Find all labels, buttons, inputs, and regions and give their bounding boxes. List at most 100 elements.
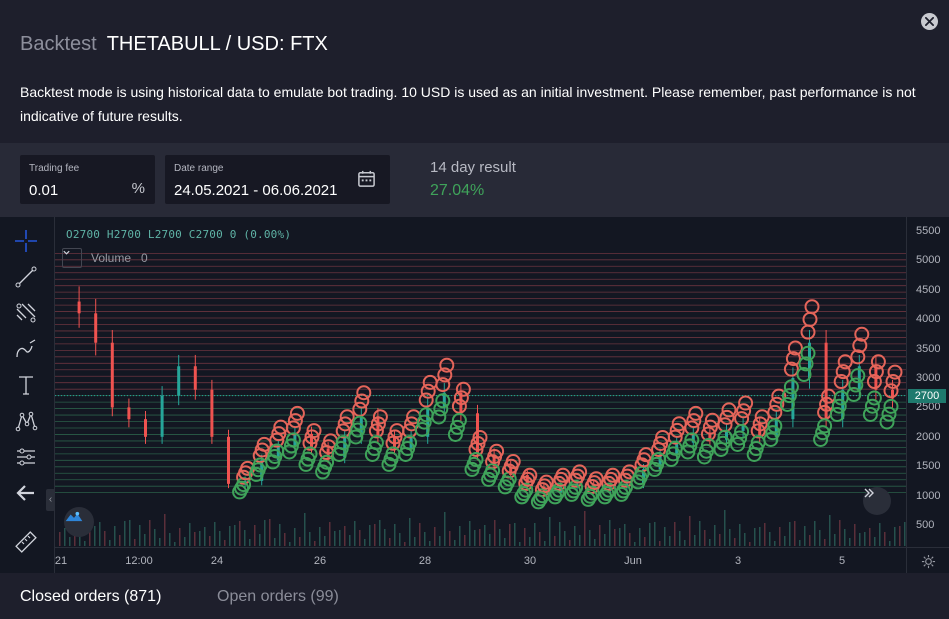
- date-range-value[interactable]: 24.05.2021 - 06.06.2021: [174, 182, 338, 199]
- volume-bar: [409, 518, 411, 546]
- buy-marker: [796, 366, 812, 382]
- sell-marker: [287, 413, 303, 429]
- volume-bar: [179, 528, 181, 546]
- volume-bar: [869, 528, 871, 546]
- buy-marker: [879, 414, 895, 430]
- volume-bar: [129, 520, 131, 546]
- volume-bar: [89, 527, 91, 546]
- sell-marker: [387, 429, 403, 445]
- chart-settings-button[interactable]: [906, 547, 949, 574]
- trend-line-tool[interactable]: [13, 264, 39, 290]
- buy-marker: [464, 461, 480, 477]
- buy-marker: [381, 456, 397, 472]
- scroll-to-realtime-button[interactable]: [863, 487, 891, 515]
- candle-body: [857, 366, 861, 390]
- orders-tabs: Closed orders (871) Open orders (99): [0, 573, 949, 619]
- price-chart[interactable]: ‹ O2700 H2700 L2700 C2700 0 (0.00%) Volu…: [0, 217, 949, 574]
- trading-fee-field[interactable]: Trading fee 0.01 %: [20, 155, 155, 204]
- volume-bar: [724, 510, 726, 546]
- brush-icon: [16, 339, 36, 358]
- volume-bar: [434, 527, 436, 546]
- candle-body: [691, 433, 695, 443]
- volume-bar: [164, 514, 166, 546]
- sell-marker: [505, 454, 521, 470]
- sell-marker: [269, 432, 285, 448]
- tradingview-logo-icon: [65, 511, 83, 522]
- volume-bar: [184, 537, 186, 546]
- volume-bar: [419, 523, 421, 546]
- crosshair-tool[interactable]: [13, 228, 39, 254]
- time-tick-label: 30: [523, 555, 537, 567]
- plot-area[interactable]: O2700 H2700 L2700 C2700 0 (0.00%) Volume…: [55, 217, 906, 547]
- ruler-tool[interactable]: [13, 529, 39, 555]
- volume-collapse-button[interactable]: [62, 248, 82, 268]
- buy-marker: [862, 406, 878, 422]
- volume-bar: [659, 541, 661, 546]
- volume-bar: [629, 533, 631, 546]
- time-tick-label: 3: [734, 555, 742, 567]
- text-tool[interactable]: [13, 372, 39, 398]
- price-axis[interactable]: 5500 5000 4500 4000 3500 3000 2500 2000 1500 1000…: [906, 217, 949, 547]
- volume-bar: [864, 532, 866, 546]
- pattern-tool[interactable]: [13, 408, 39, 434]
- buy-marker: [779, 396, 795, 412]
- sell-marker: [337, 416, 353, 432]
- tab-open-orders[interactable]: Open orders (99): [217, 588, 339, 605]
- volume-value: 0: [141, 251, 148, 265]
- volume-bar: [719, 534, 721, 546]
- volume-bar: [499, 529, 501, 546]
- tab-closed-orders[interactable]: Closed orders (871): [20, 588, 162, 605]
- sell-marker: [719, 409, 735, 425]
- volume-bar: [534, 523, 536, 546]
- sell-marker: [368, 423, 384, 439]
- volume-bar: [429, 541, 431, 546]
- volume-bar: [514, 523, 516, 546]
- fib-tool[interactable]: [13, 300, 39, 326]
- buy-marker: [798, 356, 814, 372]
- volume-bar: [519, 542, 521, 546]
- volume-bar: [884, 532, 886, 546]
- date-range-field[interactable]: Date range 24.05.2021 - 06.06.2021: [165, 155, 390, 204]
- volume-bar: [799, 540, 801, 546]
- chart-canvas[interactable]: [55, 217, 906, 547]
- volume-bar: [794, 521, 796, 546]
- sell-marker: [420, 383, 436, 399]
- trading-fee-value[interactable]: 0.01: [29, 182, 59, 199]
- volume-bar: [769, 532, 771, 546]
- text-icon: [19, 376, 33, 395]
- calendar-icon[interactable]: [357, 169, 376, 188]
- volume-bar: [359, 530, 361, 546]
- volume-bar: [459, 526, 461, 546]
- buy-marker: [597, 489, 613, 505]
- time-axis[interactable]: 21 12:00 24 26 28 30 Jun 3 5: [55, 547, 906, 574]
- price-tick-label: 4500: [916, 283, 941, 296]
- prediction-tool[interactable]: [13, 444, 39, 470]
- volume-bar: [369, 525, 371, 546]
- volume-bar: [774, 541, 776, 546]
- toolbar-collapse-handle[interactable]: ‹: [46, 489, 55, 511]
- volume-bar: [734, 538, 736, 546]
- buy-marker: [514, 489, 530, 505]
- close-button[interactable]: [921, 13, 938, 30]
- volume-bar: [804, 526, 806, 546]
- volume-bar: [79, 532, 81, 546]
- sell-marker: [750, 423, 766, 439]
- sell-marker: [785, 351, 801, 367]
- volume-bar: [669, 536, 671, 546]
- buy-marker: [248, 466, 264, 482]
- sell-marker: [372, 409, 388, 425]
- volume-bar: [839, 520, 841, 546]
- volume-bar: [899, 526, 901, 546]
- tradingview-logo[interactable]: [64, 507, 94, 537]
- back-tool[interactable]: [13, 480, 39, 506]
- sell-marker: [738, 395, 754, 411]
- volume-bar: [544, 541, 546, 546]
- buy-marker: [831, 398, 847, 414]
- candle-body: [824, 342, 828, 420]
- sell-marker: [704, 412, 720, 428]
- time-tick-label: 26: [313, 555, 327, 567]
- sell-marker: [837, 354, 853, 370]
- candle-body: [741, 425, 745, 431]
- brush-tool[interactable]: [13, 336, 39, 362]
- sell-marker: [866, 374, 882, 390]
